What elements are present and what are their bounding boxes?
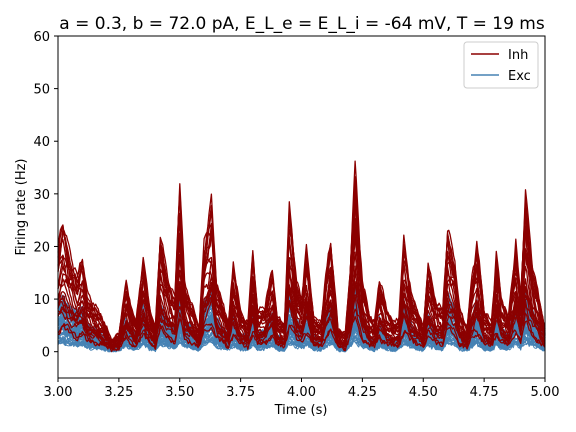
x-tick-label: 3.50 — [165, 385, 194, 400]
x-tick-label: 4.50 — [409, 385, 438, 400]
y-axis-label: Firing rate (Hz) — [14, 158, 29, 255]
x-tick-label: 3.00 — [44, 385, 73, 400]
y-tick-label: 50 — [33, 83, 50, 98]
x-tick-label: 3.75 — [226, 385, 255, 400]
legend: Inh Exc — [463, 41, 539, 89]
chart-title: a = 0.3, b = 72.0 pA, E_L_e = E_L_i = -6… — [59, 14, 545, 34]
inh-trace — [57, 193, 546, 342]
legend-inh-label: Inh — [508, 48, 528, 63]
inh-trace — [57, 294, 546, 350]
inh-trace — [57, 308, 546, 352]
y-tick-label: 20 — [33, 240, 50, 255]
inh-trace — [57, 234, 546, 348]
y-tick-label: 30 — [33, 188, 50, 203]
x-tick-label: 3.25 — [104, 385, 133, 400]
x-tick-label: 5.00 — [531, 385, 560, 400]
y-tick-label: 0 — [42, 346, 50, 361]
x-axis: 3.00 3.25 3.50 3.75 4.00 4.25 4.50 4.75 5.00 — [44, 378, 560, 400]
inh-trace — [57, 315, 546, 353]
x-axis-label: Time (s) — [274, 403, 328, 418]
exc-trace — [57, 339, 546, 353]
exc-trace — [57, 331, 546, 353]
y-tick-label: 40 — [33, 135, 50, 150]
y-axis: 0 10 20 30 40 50 60 — [33, 30, 58, 361]
legend-exc-label: Exc — [508, 69, 531, 84]
y-tick-label: 10 — [33, 293, 50, 308]
y-tick-label: 60 — [33, 30, 50, 45]
inh-trace — [57, 265, 546, 349]
x-tick-label: 4.00 — [287, 385, 316, 400]
inh-series — [57, 160, 546, 353]
x-tick-label: 4.75 — [470, 385, 499, 400]
x-tick-label: 4.25 — [348, 385, 377, 400]
